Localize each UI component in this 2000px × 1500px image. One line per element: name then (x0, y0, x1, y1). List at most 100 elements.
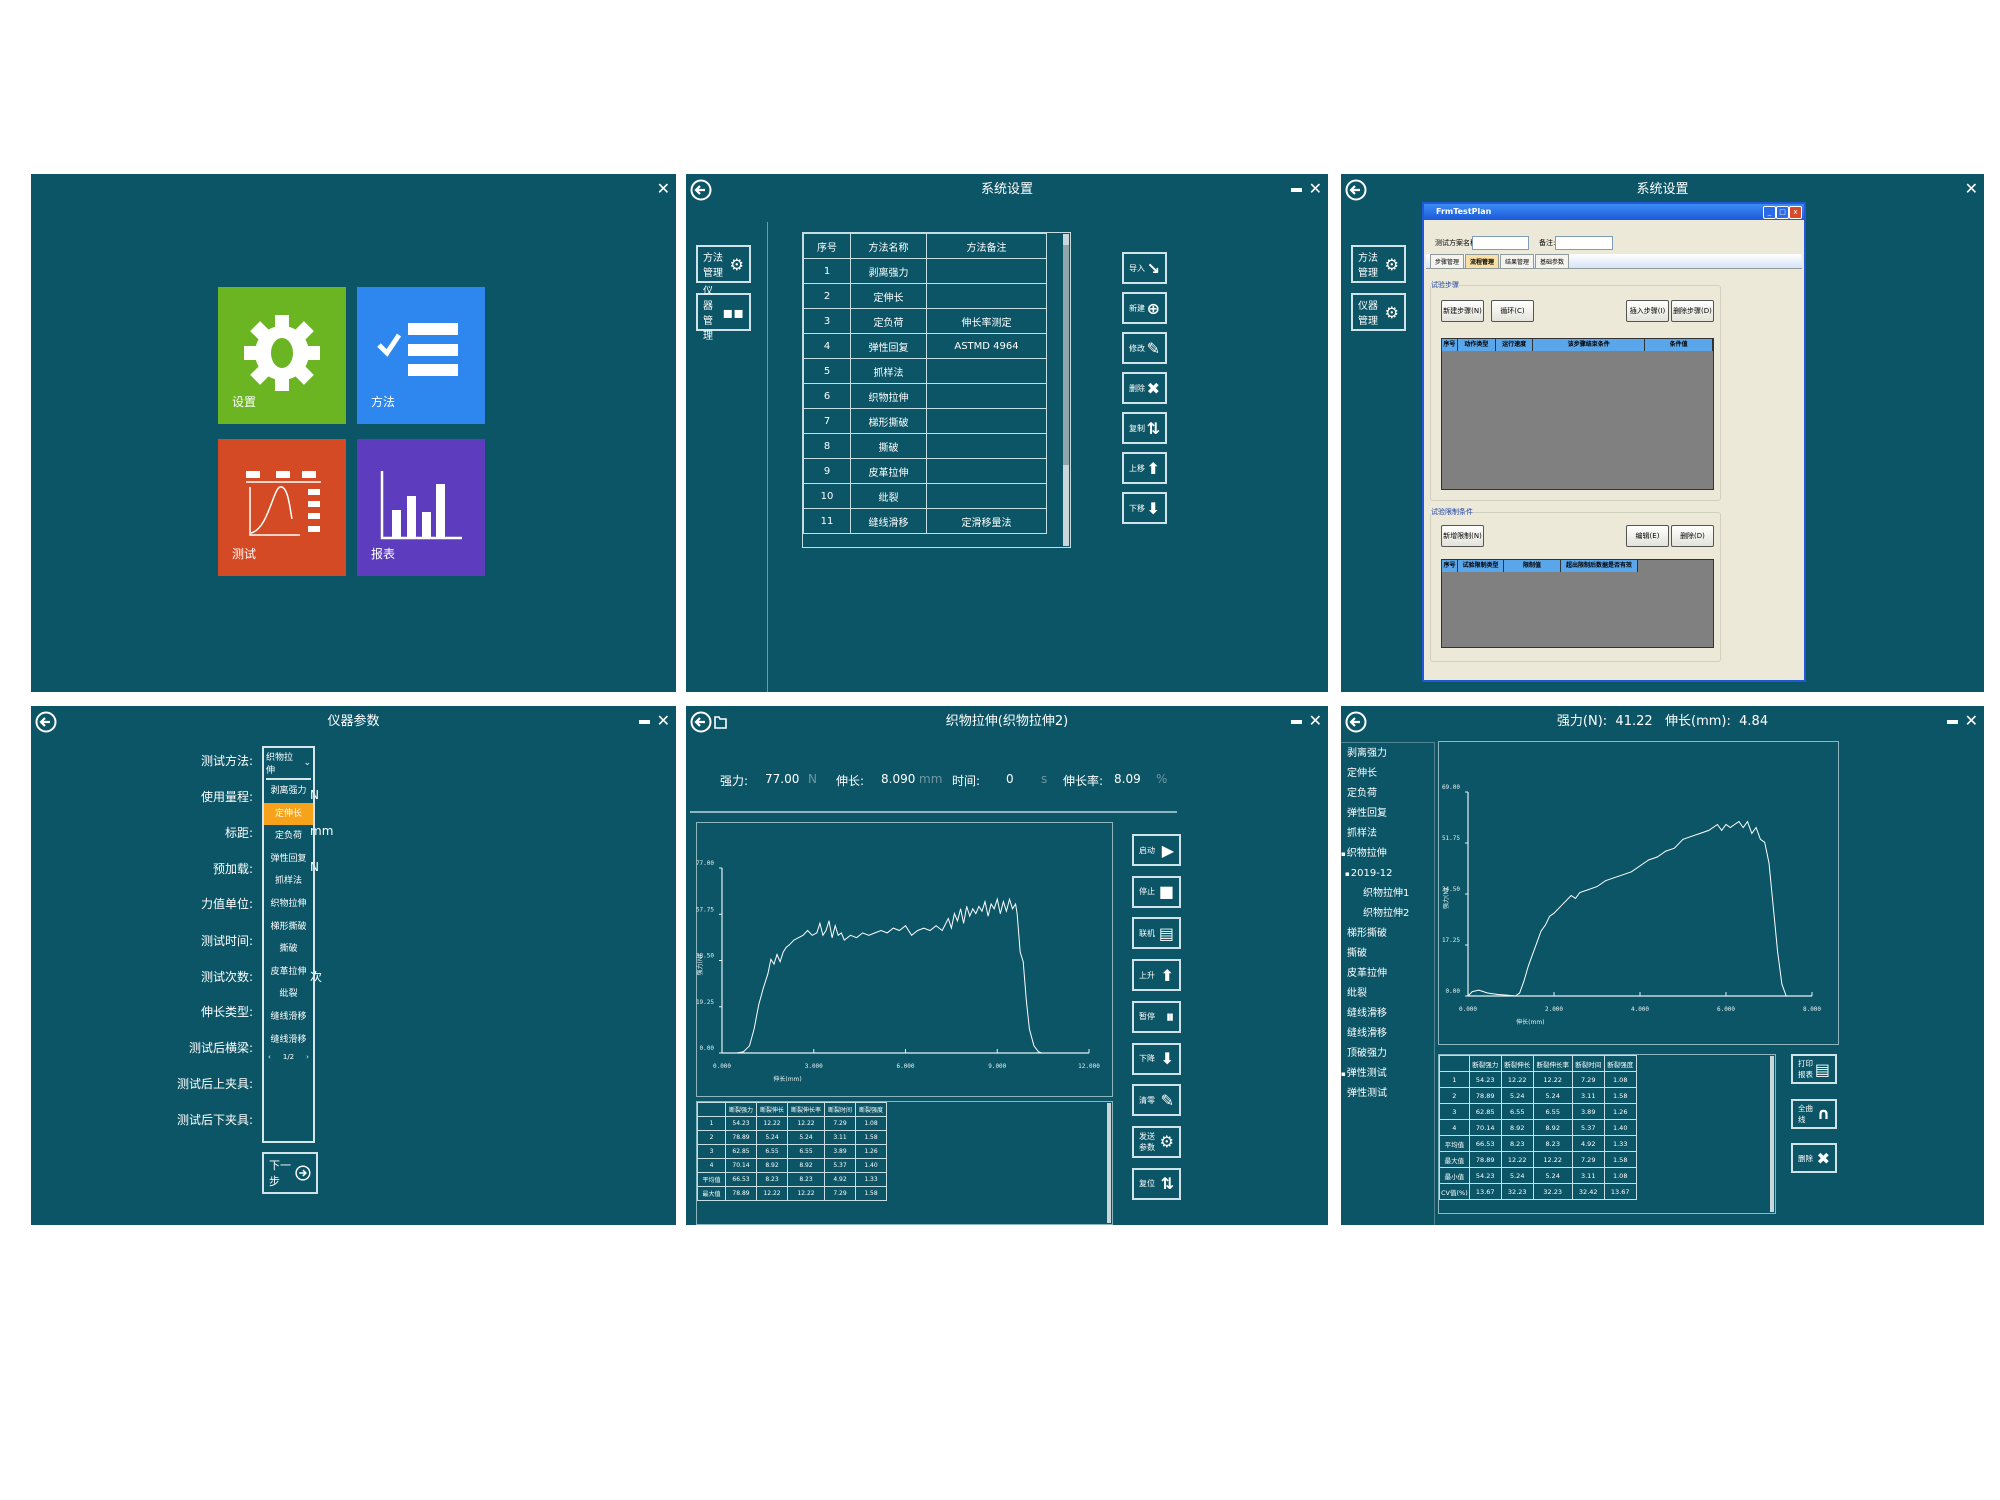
limit-button-3[interactable]: 删除(D) (1671, 525, 1714, 547)
step-button-4[interactable]: 删除步骤(D) (1671, 300, 1714, 322)
limit-button-1[interactable]: 新增限制(N) (1441, 525, 1484, 547)
method-management-button[interactable]: 方法管理 ⚙ (696, 245, 751, 283)
dropdown-option[interactable]: 皮革拉伸 (270, 966, 307, 977)
scrollbar[interactable] (1770, 1056, 1774, 1212)
tree-item[interactable]: 定伸长 (1341, 764, 1434, 784)
tree-item[interactable]: 缝线滑移 (1341, 1024, 1434, 1044)
tree-item[interactable]: 弹性回复 (1341, 804, 1434, 824)
minimize-icon[interactable] (1291, 720, 1302, 724)
table-row[interactable]: 3 62.85 6.55 6.55 3.89 1.26 (697, 1144, 887, 1159)
window-maximize-button[interactable]: □ (1776, 206, 1789, 219)
table-row[interactable]: 6 织物拉伸 (803, 383, 1047, 409)
method-action-button-4[interactable]: 删除 ✖ (1122, 372, 1167, 404)
report-button-2[interactable]: 全曲线 ∩ (1791, 1098, 1837, 1129)
close-icon[interactable]: ✕ (656, 711, 670, 730)
dropdown-option[interactable]: 织物拉伸 (270, 898, 307, 909)
tree-expander-icon[interactable]: ▪ (1341, 850, 1346, 858)
tab-1[interactable]: 步骤管理 (1430, 254, 1465, 268)
back-arrow-icon[interactable] (690, 711, 712, 733)
dropdown-option[interactable]: 抓样法 (274, 876, 302, 887)
dropdown-option[interactable]: 缝线滑移 (270, 1011, 307, 1022)
control-button-8[interactable]: 发送参数 ⚙ (1132, 1125, 1181, 1158)
pager-prev[interactable]: ‹ (268, 1053, 271, 1062)
minimize-icon[interactable] (1291, 188, 1302, 192)
table-row[interactable]: 平均值 66.53 8.23 8.23 4.92 1.33 (697, 1172, 887, 1187)
table-row[interactable]: 8 撕破 (803, 433, 1047, 459)
limit-button-2[interactable]: 编辑(E) (1626, 525, 1669, 547)
instrument-management-button[interactable]: 仪器管理 ⚙ (1351, 293, 1406, 331)
table-row[interactable]: 5 抓样法 (803, 358, 1047, 384)
step-button-3[interactable]: 插入步骤(I) (1626, 300, 1669, 322)
dropdown-option[interactable]: 剥离强力 (270, 786, 307, 796)
next-step-button[interactable]: 下一步 (262, 1152, 318, 1194)
dropdown-option[interactable]: 梯形撕破 (270, 921, 307, 932)
tree-expander-icon[interactable]: ▪ (1341, 1070, 1346, 1078)
tree-item[interactable]: 弹性测试 (1341, 1084, 1434, 1104)
tree-item[interactable]: 皮革拉伸 (1341, 964, 1434, 984)
table-row[interactable]: 1 54.23 12.22 12.22 7.29 1.08 (697, 1116, 887, 1131)
tree-item[interactable]: 顶破强力 (1341, 1044, 1434, 1064)
close-icon[interactable]: ✕ (1964, 179, 1978, 198)
test-method-dropdown[interactable]: 织物拉伸 ⌄ 剥离强力 定伸长 定负荷 弹性回复 抓样法 织物拉伸 梯形撕破 撕破 皮革拉伸 纰裂… (262, 746, 315, 1143)
window-minimize-button[interactable]: _ (1763, 206, 1776, 219)
tab-2[interactable]: 流程管理 (1465, 254, 1500, 268)
control-button-1[interactable]: 启动 ▶ (1132, 834, 1181, 866)
method-management-button[interactable]: 方法管理 ⚙ (1351, 245, 1406, 283)
control-button-2[interactable]: 停止 ■ (1132, 875, 1181, 908)
table-row[interactable]: 3 定负荷 伸长率测定 (803, 308, 1047, 334)
dropdown-option[interactable]: 定负荷 (274, 831, 302, 842)
remark-input[interactable] (1555, 236, 1613, 250)
table-row[interactable]: 9 皮革拉伸 (803, 458, 1047, 484)
back-arrow-icon[interactable] (1345, 179, 1367, 201)
step-button-2[interactable]: 循环(C) (1491, 300, 1534, 322)
tile-settings[interactable]: 设置 (218, 287, 346, 424)
control-button-9[interactable]: 复位 ⇅ (1132, 1167, 1181, 1200)
report-button-1[interactable]: 打印报表 ▤ (1791, 1054, 1837, 1084)
dropdown-option[interactable]: 撕破 (279, 944, 298, 955)
minimize-icon[interactable] (639, 720, 650, 724)
folder-open-icon[interactable] (714, 714, 728, 730)
instrument-management-button[interactable]: 仪器管理 ▪▪ (696, 286, 751, 342)
report-button-3[interactable]: 删除 ✖ (1791, 1143, 1837, 1173)
table-row[interactable]: 最小值 54.23 5.24 5.24 3.11 1.08 (1439, 1167, 1637, 1184)
tile-methods[interactable]: 方法 (357, 287, 485, 424)
tree-item[interactable]: 织物拉伸1 (1341, 884, 1434, 904)
method-action-button-6[interactable]: 上移 ⬆ (1122, 452, 1167, 484)
tree-item[interactable]: ▪弹性测试 (1341, 1064, 1434, 1084)
pager-next[interactable]: › (306, 1053, 309, 1062)
tile-test[interactable]: 测试 (218, 439, 346, 576)
table-row[interactable]: 3 62.85 6.55 6.55 3.89 1.26 (1439, 1103, 1637, 1120)
table-row[interactable]: 最大值 78.89 12.22 12.22 7.29 1.58 (697, 1186, 887, 1201)
tab-3[interactable]: 结果管理 (1500, 254, 1535, 268)
table-row[interactable]: 7 梯形撕破 (803, 408, 1047, 434)
scrollbar-thumb[interactable] (1063, 245, 1069, 465)
table-row[interactable]: 4 弹性回复 ASTMD 4964 (803, 333, 1047, 359)
table-row[interactable]: 4 70.14 8.92 8.92 5.37 1.40 (1439, 1119, 1637, 1136)
dropdown-option[interactable]: 缝线滑移 (270, 1034, 307, 1045)
tree-item[interactable]: ▪2019-12 (1341, 864, 1434, 884)
table-row[interactable]: 最大值 78.89 12.22 12.22 7.29 1.58 (1439, 1151, 1637, 1168)
tree-item[interactable]: 纰裂 (1341, 984, 1434, 1004)
method-action-button-2[interactable]: 新建 ⊕ (1122, 292, 1167, 324)
tree-item[interactable]: 剥离强力 (1341, 744, 1434, 764)
step-button-1[interactable]: 新建步骤(N) (1441, 300, 1484, 322)
table-row[interactable]: 平均值 66.53 8.23 8.23 4.92 1.33 (1439, 1135, 1637, 1152)
control-button-5[interactable]: 暂停 ⏸ (1132, 1000, 1181, 1033)
back-arrow-icon[interactable] (1345, 711, 1367, 733)
minimize-icon[interactable] (1947, 720, 1958, 724)
back-arrow-icon[interactable] (35, 711, 57, 733)
window-close-button[interactable]: x (1789, 206, 1802, 219)
method-action-button-1[interactable]: 导入 ↘ (1122, 252, 1167, 284)
table-row[interactable]: 10 纰裂 (803, 483, 1047, 509)
scrollbar[interactable] (1107, 1103, 1111, 1223)
table-row[interactable]: 2 78.89 5.24 5.24 3.11 1.58 (697, 1130, 887, 1145)
table-row[interactable]: CV值(%) 13.67 32.23 32.23 32.42 13.67 (1439, 1183, 1637, 1200)
tree-item[interactable]: 定负荷 (1341, 784, 1434, 804)
close-icon[interactable]: ✕ (1964, 711, 1978, 730)
back-arrow-icon[interactable] (690, 179, 712, 201)
dropdown-option[interactable]: 定伸长 (264, 802, 313, 826)
tree-item[interactable]: 梯形撕破 (1341, 924, 1434, 944)
method-action-button-5[interactable]: 复制 ⇅ (1122, 412, 1167, 444)
table-row[interactable]: 1 54.23 12.22 12.22 7.29 1.08 (1439, 1071, 1637, 1088)
tree-expander-icon[interactable]: ▪ (1345, 870, 1350, 878)
